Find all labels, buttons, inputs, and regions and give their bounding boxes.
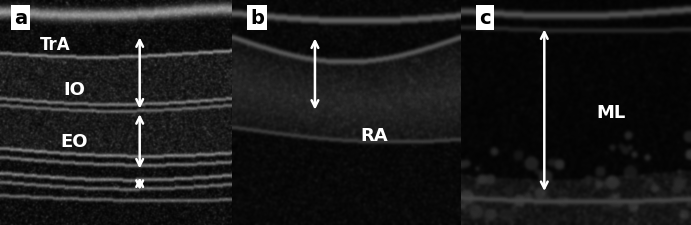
Text: RA: RA	[360, 126, 388, 144]
Text: TrA: TrA	[40, 36, 71, 54]
Text: EO: EO	[61, 133, 88, 151]
Text: IO: IO	[64, 81, 85, 99]
Text: c: c	[480, 9, 491, 28]
Text: a: a	[14, 9, 27, 28]
Text: ML: ML	[596, 104, 625, 122]
Text: b: b	[250, 9, 264, 28]
